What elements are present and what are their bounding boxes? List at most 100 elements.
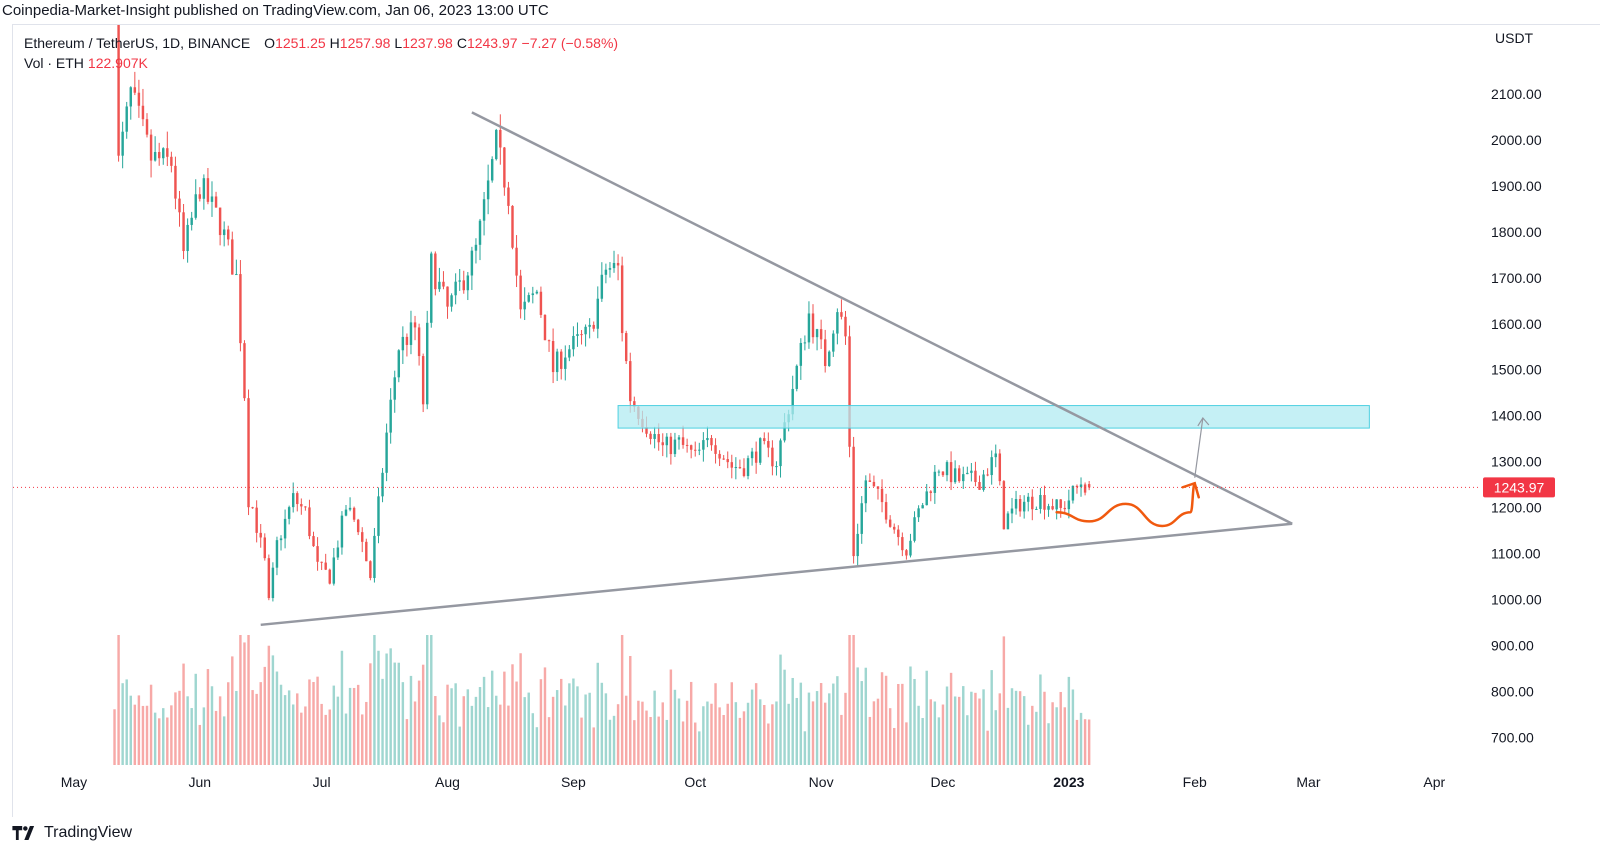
volume-bar (799, 682, 803, 765)
volume-bar (271, 655, 275, 765)
candle-body (909, 540, 912, 556)
candle-body (884, 502, 888, 520)
volume-bar (401, 682, 405, 765)
volume-label[interactable]: Vol · ETH (24, 55, 84, 71)
candle-body (1022, 501, 1026, 512)
volume-bar (466, 689, 470, 765)
candle-body (584, 326, 587, 335)
candle-body (702, 440, 705, 450)
candle-body (893, 526, 896, 530)
candle-body (925, 491, 928, 506)
y-tick-label: 1400.00 (1491, 408, 1542, 424)
candle-body (385, 432, 388, 473)
volume-bar (157, 718, 161, 765)
candle-body (811, 313, 815, 338)
volume-bar (153, 712, 157, 765)
candle-body (535, 291, 539, 294)
x-tick-label: Jun (189, 774, 212, 790)
candle-body (819, 329, 823, 340)
candle-body (511, 205, 514, 248)
volume-bar (1010, 688, 1014, 765)
volume-bar (710, 703, 713, 765)
volume-bar (994, 710, 997, 765)
volume-bar (803, 731, 807, 765)
volume-bar (1051, 702, 1054, 765)
candle-body (970, 470, 973, 473)
volume-bar (304, 706, 307, 765)
volume-bar (397, 662, 401, 765)
candle-body (742, 468, 746, 477)
y-tick-label: 2000.00 (1491, 132, 1542, 148)
volume-bar (446, 684, 449, 765)
breakout-arrow-line[interactable] (1194, 417, 1204, 478)
candle-body (356, 519, 360, 533)
candle-body (308, 507, 311, 537)
volume-bar (551, 696, 555, 765)
volume-bar (218, 696, 222, 765)
candle-body (531, 293, 535, 296)
candle-body (539, 291, 543, 315)
candle-body (807, 313, 811, 343)
volume-bar (263, 666, 266, 765)
candle-body (182, 212, 185, 252)
candle-body (844, 316, 847, 337)
volume-bar (267, 645, 271, 765)
candle-body (206, 178, 210, 202)
volume-bar (365, 701, 368, 765)
candle-body (259, 532, 262, 538)
volume-bar (848, 635, 851, 765)
triangle-upper-trendline[interactable] (471, 111, 1293, 525)
candle-body (482, 199, 486, 221)
candle-body (1027, 496, 1030, 502)
candle-body (953, 468, 957, 483)
volume-bar (600, 682, 604, 765)
volume-bar (243, 642, 246, 765)
volume-bar (937, 717, 941, 765)
candle-body (734, 467, 738, 469)
volume-bar (198, 724, 202, 765)
volume-bar (332, 685, 336, 765)
candle-body (978, 482, 981, 490)
volume-bar (746, 702, 750, 765)
volume-bar (1079, 712, 1083, 765)
candle-body (677, 437, 681, 440)
candle-body (174, 165, 177, 199)
volume-bar (389, 648, 392, 765)
volume-bar (421, 664, 425, 765)
volume-bar (194, 673, 197, 765)
candle-body (750, 451, 754, 459)
volume-bar (137, 695, 141, 765)
volume-bar (231, 656, 234, 765)
y-tick-label: 1800.00 (1491, 224, 1542, 240)
projection-path[interactable] (1055, 481, 1196, 528)
candle-body (1059, 499, 1062, 508)
candle-body (738, 467, 742, 469)
candle-body (823, 339, 827, 367)
tradingview-brand[interactable]: TradingView (44, 824, 133, 841)
candle-body (1018, 499, 1022, 512)
volume-bar (880, 672, 884, 765)
symbol-title[interactable]: Ethereum / TetherUS, 1D, BINANCE (24, 35, 251, 51)
candle-body (962, 474, 965, 482)
volume-bar (945, 686, 949, 765)
volume-bar (580, 717, 583, 765)
volume-bar (385, 653, 388, 765)
chart-area[interactable]: 700.00 800.00 900.00 1000.00 1100.00 1200.00 1… (12, 24, 1600, 817)
candle-body (425, 322, 429, 405)
candle-body (1006, 513, 1010, 530)
candle-body (710, 437, 713, 446)
y-tick-label: 800.00 (1491, 683, 1534, 699)
candle-body (547, 340, 551, 342)
candle-body (361, 532, 364, 542)
price-chart[interactable]: 700.00 800.00 900.00 1000.00 1100.00 1200.00 1… (13, 25, 1600, 817)
volume-bar (377, 650, 380, 765)
volume-bar (275, 671, 279, 765)
triangle-lower-trendline[interactable] (260, 522, 1293, 627)
volume-bar (596, 662, 599, 765)
open-label: O (264, 35, 276, 51)
candle-body (324, 562, 327, 570)
volume-bar (287, 690, 291, 765)
candle-body (706, 437, 709, 441)
volume-bar (604, 693, 608, 765)
resistance-zone[interactable] (617, 405, 1370, 429)
